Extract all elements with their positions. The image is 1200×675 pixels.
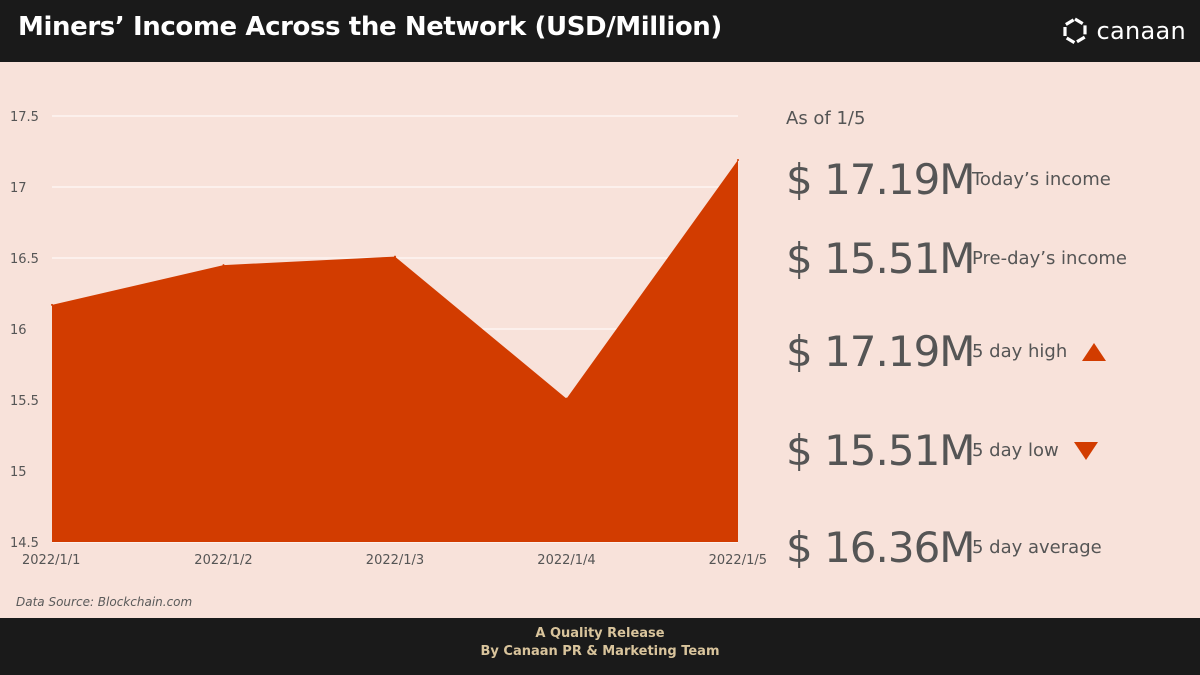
stat-label-wrap: 5 day low (972, 440, 1099, 461)
area-series (52, 160, 738, 542)
stat-pre-day-income: $ 15.51M Pre-day’s income (786, 234, 1127, 283)
data-source: Data Source: Blockchain.com (16, 595, 193, 609)
x-tick-label: 2022/1/4 (537, 553, 595, 568)
stat-value: $ 16.36M (786, 523, 976, 572)
stat-five-day-low: $ 15.51M 5 day low (786, 426, 1099, 475)
header-bar: Miners’ Income Across the Network (USD/M… (0, 0, 1200, 62)
y-tick-label: 16 (10, 323, 27, 338)
stat-value: $ 15.51M (786, 234, 976, 283)
data-point (222, 264, 225, 267)
data-point (565, 397, 568, 400)
stat-five-day-high: $ 17.19M 5 day high (786, 327, 1107, 376)
stat-label-wrap: 5 day high (972, 341, 1107, 362)
x-tick-label: 2022/1/5 (709, 553, 767, 568)
canaan-logo: canaan (1062, 15, 1186, 47)
y-tick-label: 14.5 (10, 536, 39, 551)
down-triangle-icon (1073, 441, 1098, 460)
footer-bar: A Quality Release By Canaan PR & Marketi… (0, 618, 1200, 675)
data-point (51, 303, 53, 306)
data-point (737, 159, 739, 162)
data-point (394, 255, 396, 258)
hexagon-logo-icon (1063, 17, 1088, 45)
stat-label: 5 day average (972, 537, 1102, 558)
x-tick-label: 2022/1/1 (22, 553, 80, 568)
as-of-label: As of 1/5 (786, 108, 866, 129)
stat-value: $ 17.19M (786, 327, 976, 376)
page-title: Miners’ Income Across the Network (USD/M… (18, 12, 722, 42)
stat-value: $ 15.51M (786, 426, 976, 475)
y-tick-label: 17.5 (10, 110, 39, 125)
footer-line-2: By Canaan PR & Marketing Team (480, 644, 720, 659)
y-tick-label: 15 (10, 465, 27, 480)
stat-value: $ 17.19M (786, 155, 976, 204)
stat-label: 5 day low (972, 440, 1059, 461)
footer-line-1: A Quality Release (535, 626, 665, 641)
stat-label: 5 day high (972, 341, 1068, 362)
y-tick-label: 17 (10, 181, 27, 196)
stat-today-income: $ 17.19M Today’s income (786, 155, 1111, 204)
x-tick-label: 2022/1/2 (194, 553, 252, 568)
stat-five-day-average: $ 16.36M 5 day average (786, 523, 1102, 572)
y-tick-label: 15.5 (10, 394, 39, 409)
stat-label: Pre-day’s income (972, 248, 1127, 269)
logo-text: canaan (1096, 17, 1186, 45)
x-tick-label: 2022/1/3 (366, 553, 424, 568)
stat-label: Today’s income (972, 169, 1111, 190)
income-area-chart: 14.5 15 15.5 16 16.5 17 17.5 2022/1/1 2022/1/2 2… (10, 110, 767, 568)
up-triangle-icon (1082, 342, 1107, 361)
y-tick-label: 16.5 (10, 252, 39, 267)
